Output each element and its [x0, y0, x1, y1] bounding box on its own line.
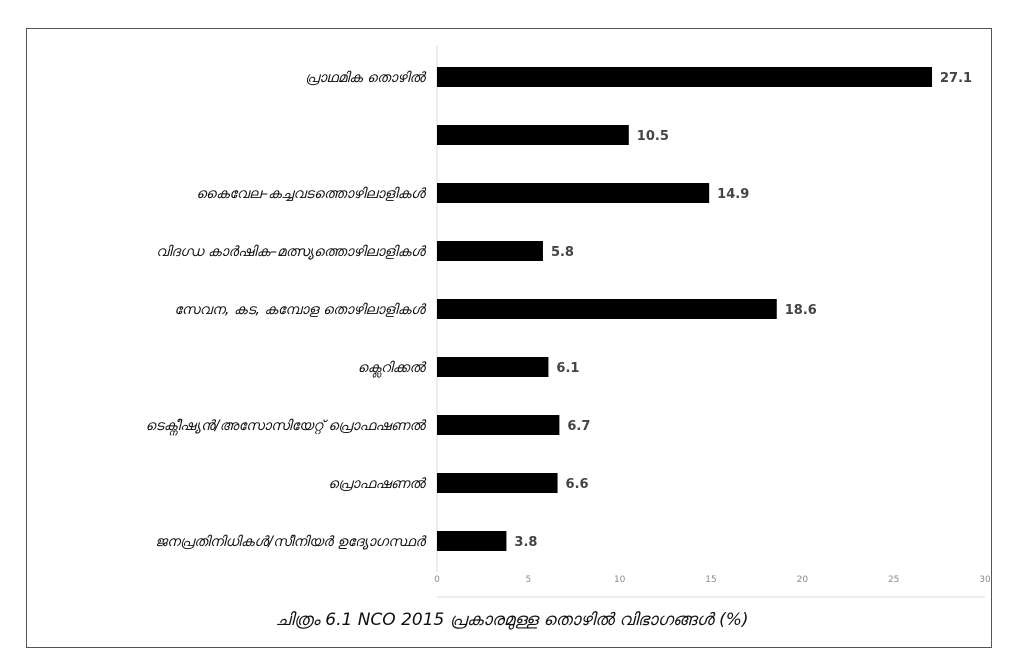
chart-frame: [26, 28, 992, 648]
x-tick-label: 20: [797, 575, 809, 585]
x-tick-label: 10: [614, 575, 626, 585]
category-label: ടെക്നീഷ്യൻ/അസോസിയേറ്റ് പ്രൊഫഷണൽ: [146, 418, 428, 436]
value-label: 6.1: [556, 361, 579, 376]
value-label: 6.7: [567, 419, 590, 434]
value-label: 14.9: [717, 187, 749, 202]
category-label: പ്രാഥമിക തൊഴിൽ: [305, 70, 427, 86]
bar: [437, 67, 933, 87]
value-label: 18.6: [785, 303, 817, 318]
value-label: 27.1: [940, 71, 972, 86]
category-label: സേവന, കട, കമ്പോള തൊഴിലാളികൾ: [174, 302, 427, 318]
category-label: ക്ലെറിക്കൽ: [358, 360, 428, 378]
value-label: 5.8: [551, 245, 574, 260]
x-tick-label: 25: [888, 575, 899, 585]
bar: [437, 415, 560, 435]
value-label: 10.5: [637, 129, 669, 144]
value-label: 3.8: [514, 535, 537, 550]
x-tick-label: 5: [525, 575, 531, 585]
x-tick-label: 30: [979, 575, 991, 585]
category-label: കൈവേല–കച്ചവടത്തൊഴിലാളികൾ: [196, 186, 427, 202]
figure-caption: ചിത്രം 6.1 NCO 2015 പ്രകാരമുള്ള തൊഴിൽ വി…: [275, 610, 749, 630]
bar: [437, 125, 629, 145]
bar: [437, 473, 558, 493]
bar: [437, 531, 507, 551]
bar: [437, 299, 777, 319]
category-label: ജനപ്രതിനിധികൾ/സീനിയർ ഉദ്യോഗസ്ഥർ: [155, 534, 427, 550]
bar: [437, 241, 543, 261]
category-label: പ്രൊഫഷണൽ: [328, 476, 427, 492]
category-label: വിദഗ്ധ കാർഷിക–മത്സ്യത്തൊഴിലാളികൾ: [156, 244, 427, 260]
x-tick-label: 15: [705, 575, 716, 585]
value-label: 6.6: [566, 477, 589, 492]
bar: [437, 357, 549, 377]
bar: [437, 183, 710, 203]
x-tick-label: 0: [434, 575, 440, 585]
